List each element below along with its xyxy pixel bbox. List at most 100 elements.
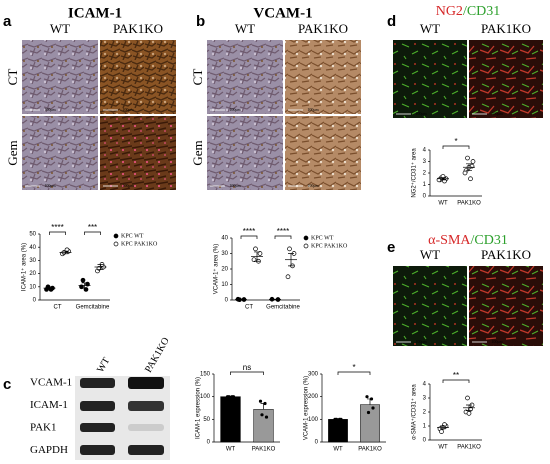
legend-marker <box>113 233 119 239</box>
legend-label: KPC PAK1KO <box>311 243 348 249</box>
column-label: WT <box>235 21 255 36</box>
y-tick-label: 30 <box>221 251 228 257</box>
significance-bracket <box>337 371 371 375</box>
x-tick-label: PAK1KO <box>457 445 481 451</box>
y-axis-label: NG2⁺/CD31⁺ area <box>411 148 418 198</box>
panel-letter: e <box>387 239 395 256</box>
significance-bracket <box>274 235 292 239</box>
title-part: /CD31 <box>463 4 500 19</box>
error-bar <box>62 250 69 255</box>
significance-bracket <box>84 231 101 235</box>
legend-label: KPC WT <box>121 233 144 239</box>
micrograph <box>207 116 283 190</box>
y-tick-label: 4 <box>423 148 427 154</box>
scale-bar-label: 100μm <box>491 111 503 116</box>
y-tick-label: 100 <box>200 394 211 400</box>
panel-letter: a <box>3 13 12 30</box>
panel-title: α-SMA/CD31 <box>428 233 508 248</box>
y-tick-label: 2 <box>423 410 427 416</box>
micrograph <box>285 40 361 114</box>
bar <box>328 419 348 443</box>
y-tick-label: 0 <box>315 440 319 446</box>
data-point <box>287 246 292 252</box>
x-tick-label: WT <box>333 447 343 453</box>
legend-marker <box>113 241 119 247</box>
panel-title: NG2/CD31 <box>436 4 501 19</box>
significance-bracket <box>230 371 264 375</box>
micrograph <box>100 116 176 190</box>
y-tick-label: 3 <box>423 159 427 165</box>
row-label: Gem <box>190 140 205 165</box>
significance-bracket <box>49 231 66 235</box>
data-point <box>366 410 371 415</box>
data-point <box>470 159 476 164</box>
significance-label: *** <box>88 223 97 232</box>
x-tick-label: WT <box>438 201 448 207</box>
x-tick-label: PAK1KO <box>358 447 382 453</box>
scale-bar-label: 100μm <box>307 107 319 112</box>
legend-marker <box>303 243 309 249</box>
blot-column-label: WT <box>95 356 112 375</box>
y-tick-label: 40 <box>221 236 228 242</box>
y-tick-label: 1 <box>423 424 427 430</box>
title-part: /CD31 <box>471 233 508 248</box>
data-point <box>462 170 468 176</box>
axis <box>429 384 482 441</box>
blot-label: ICAM-1 <box>30 399 68 411</box>
panel-title: ICAM-1 <box>68 5 122 21</box>
error-bar <box>81 282 88 289</box>
y-tick-label: 1 <box>423 182 427 188</box>
x-tick-label: Gemcitabine <box>266 305 300 311</box>
data-point <box>263 401 267 406</box>
significance-bracket <box>442 379 470 383</box>
y-tick-label: 100 <box>308 417 319 423</box>
y-axis-label: VCAM-1 expression (%) <box>304 376 310 440</box>
data-point <box>257 251 263 256</box>
row-label: Gem <box>5 140 20 165</box>
column-label: PAK1KO <box>481 21 531 36</box>
data-point <box>264 415 269 419</box>
data-point <box>260 413 264 417</box>
data-point <box>285 274 291 280</box>
micrograph <box>285 116 361 190</box>
error-bar <box>288 253 294 267</box>
data-point <box>227 395 231 399</box>
data-point <box>468 406 473 412</box>
panel-title: VCAM-1 <box>253 5 312 21</box>
error-bar <box>46 286 53 290</box>
y-tick-label: 200 <box>308 394 319 400</box>
x-tick-label: CT <box>245 305 253 311</box>
title-part: α-SMA <box>428 233 471 248</box>
x-tick-label: PAK1KO <box>457 201 481 207</box>
legend-label: KPC WT <box>311 235 334 241</box>
error-bar <box>466 163 472 172</box>
significance-label: **** <box>243 227 255 236</box>
y-tick-label: 20 <box>29 271 36 277</box>
data-point <box>334 417 339 421</box>
significance-label: * <box>454 137 457 146</box>
y-tick-label: 0 <box>423 194 427 200</box>
scale-bar-label: 100μm <box>415 339 427 344</box>
column-label: WT <box>420 21 440 36</box>
column-label: PAK1KO <box>113 21 163 36</box>
scale-bar-label: 100μm <box>122 183 134 188</box>
significance-label: ** <box>453 371 459 380</box>
column-label: WT <box>50 21 70 36</box>
significance-label: **** <box>277 227 289 236</box>
legend-marker <box>303 235 309 241</box>
y-tick-label: 3 <box>423 396 427 402</box>
column-label: PAK1KO <box>481 247 531 262</box>
data-point <box>369 397 374 401</box>
error-bar <box>440 177 446 181</box>
error-bar <box>466 404 472 411</box>
micrograph <box>22 116 98 190</box>
blot-label: VCAM-1 <box>30 377 72 389</box>
panel-letter: b <box>196 13 205 30</box>
y-tick-label: 0 <box>207 440 211 446</box>
scale-bar-label: 100μm <box>307 183 319 188</box>
micrograph <box>22 40 98 114</box>
data-point <box>337 417 342 421</box>
micrograph <box>469 266 543 346</box>
data-point <box>468 176 473 182</box>
bar <box>360 404 380 443</box>
